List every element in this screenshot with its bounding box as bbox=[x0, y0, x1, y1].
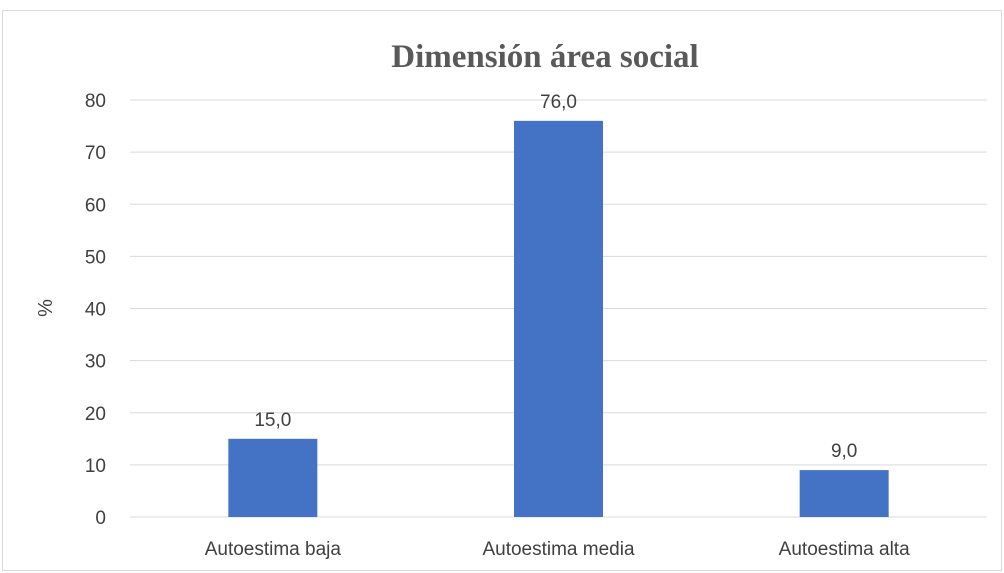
y-tick-label: 40 bbox=[85, 300, 106, 321]
x-category-label: Autoestima alta bbox=[779, 539, 910, 560]
y-axis-title: % bbox=[35, 299, 57, 317]
x-category-label: Autoestima media bbox=[482, 539, 635, 560]
y-tick-label: 60 bbox=[85, 195, 106, 216]
data-label: 15,0 bbox=[254, 410, 291, 431]
data-labels: 15,0 76,0 9,0 bbox=[254, 92, 857, 462]
y-tick-label: 10 bbox=[85, 456, 106, 477]
bar bbox=[228, 438, 318, 517]
y-tick-label: 80 bbox=[85, 91, 106, 112]
data-label: 76,0 bbox=[540, 92, 577, 113]
y-axis-ticks: 0 10 20 30 40 50 60 70 80 bbox=[85, 91, 106, 529]
y-tick-label: 30 bbox=[85, 352, 106, 373]
bar bbox=[799, 470, 889, 517]
chart-title: Dimensión área social bbox=[391, 39, 698, 75]
bar bbox=[514, 120, 603, 517]
y-tick-label: 0 bbox=[95, 508, 106, 529]
y-tick-label: 50 bbox=[85, 247, 106, 268]
x-category-label: Autoestima baja bbox=[205, 539, 342, 560]
x-axis-labels: Autoestima baja Autoestima media Autoestim… bbox=[205, 539, 910, 560]
y-tick-label: 20 bbox=[85, 404, 106, 425]
bars bbox=[228, 120, 889, 517]
data-label: 9,0 bbox=[831, 441, 857, 462]
y-tick-label: 70 bbox=[85, 143, 106, 164]
